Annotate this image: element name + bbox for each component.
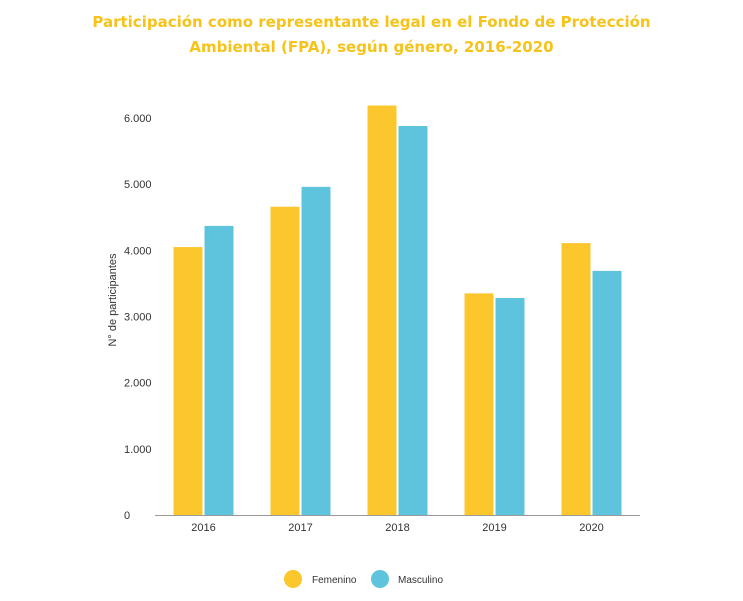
x-axis-ticks: 2016 2017 2018 2019 2020: [191, 522, 603, 534]
chart-title-line-1: Participación como representante legal e…: [92, 13, 651, 31]
legend-label-masculino: Masculino: [398, 575, 443, 586]
bar-masculino-2018: [398, 126, 428, 515]
y-tick-label: 4.000: [124, 245, 152, 257]
y-tick-label: 3.000: [124, 312, 152, 324]
bar-masculino-2017: [301, 186, 331, 515]
chart-title: Participación como representante legal e…: [0, 10, 743, 60]
y-tick-label: 1.000: [124, 444, 152, 456]
y-tick-label: 0: [124, 510, 130, 522]
y-tick-label: 6.000: [124, 113, 152, 125]
bar-masculino-2019: [495, 298, 525, 515]
y-axis-ticks: 0 1.000 2.000 3.000 4.000 5.000 6.000: [124, 113, 152, 522]
bar-femenino-2018: [367, 105, 397, 515]
bar-femenino-2020: [561, 243, 591, 515]
legend: Femenino Masculino: [284, 570, 443, 588]
legend-swatch-femenino: [284, 570, 302, 588]
bars: [173, 105, 622, 516]
bar-masculino-2020: [592, 270, 622, 515]
x-tick-label: 2016: [191, 522, 215, 534]
x-tick-label: 2018: [385, 522, 409, 534]
bar-femenino-2017: [270, 206, 300, 515]
x-tick-label: 2019: [482, 522, 506, 534]
y-axis-label: N° de participantes: [107, 253, 119, 347]
x-tick-label: 2017: [288, 522, 312, 534]
chart-title-line-2: Ambiental (FPA), según género, 2016-2020: [189, 38, 554, 56]
bar-femenino-2016: [173, 247, 203, 516]
x-tick-label: 2020: [579, 522, 603, 534]
legend-swatch-masculino: [371, 570, 389, 588]
y-tick-label: 2.000: [124, 378, 152, 390]
legend-label-femenino: Femenino: [312, 575, 357, 586]
bar-femenino-2019: [464, 293, 494, 515]
y-tick-label: 5.000: [124, 179, 152, 191]
bar-masculino-2016: [204, 225, 234, 515]
